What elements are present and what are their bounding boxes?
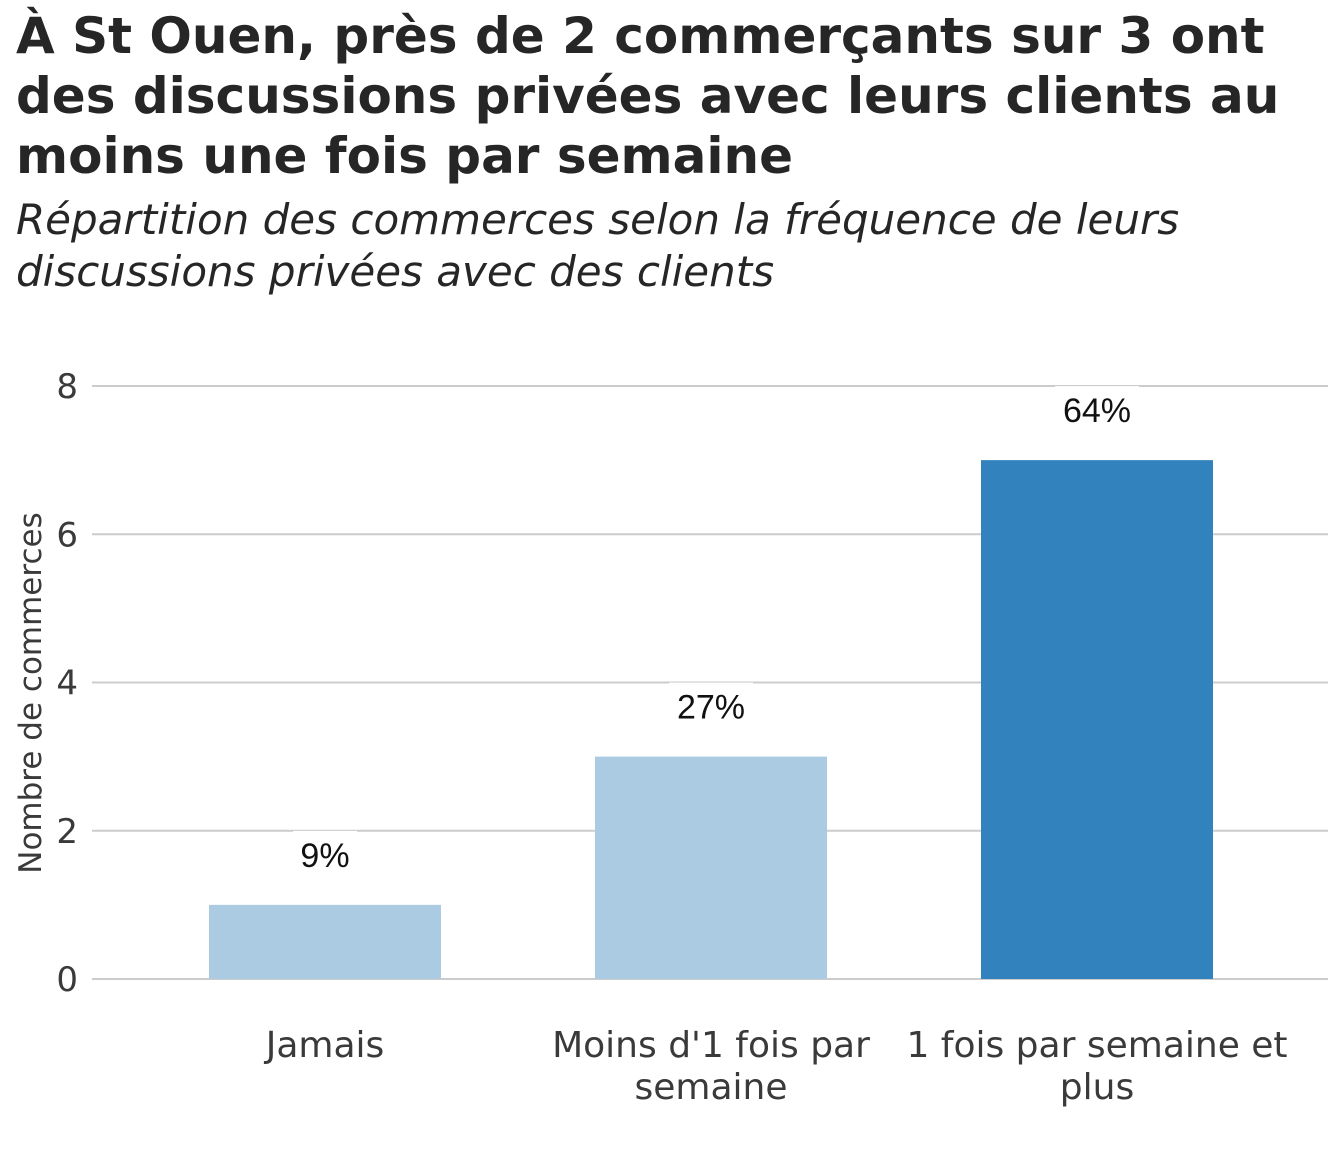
data-label-background [669,682,753,733]
bar-2 [595,756,827,979]
y-axis: 0 2 4 6 8 [56,367,78,1000]
chart-title: À St Ouen, près de 2 commerçants sur 3 o… [16,7,1280,185]
data-label-background [1055,386,1139,437]
bars [209,460,1213,979]
data-label-2: 27% [677,689,745,727]
y-tick-label: 8 [56,367,78,407]
y-tick-label: 2 [56,812,78,852]
bar-3 [981,460,1213,979]
x-category-label: plus [1060,1067,1134,1108]
x-category-label: Jamais [264,1025,385,1066]
bar-1 [209,904,441,979]
chart-subtitle: Répartition des commerces selon la fréqu… [16,195,1180,296]
data-label-1: 9% [300,837,349,875]
y-tick-label: 6 [56,515,78,555]
x-category-label: 1 fois par semaine et [906,1025,1287,1066]
data-label-background [293,830,357,881]
x-category-label: semaine [635,1067,788,1108]
data-label-3: 64% [1063,392,1131,430]
y-tick-label: 4 [56,664,78,704]
y-axis-title: Nombre de commerces [13,512,49,873]
x-category-label: Moins d'1 fois par [552,1025,870,1066]
y-tick-label: 0 [56,960,78,1000]
data-labels: 9% 27% 64% [293,386,1139,881]
